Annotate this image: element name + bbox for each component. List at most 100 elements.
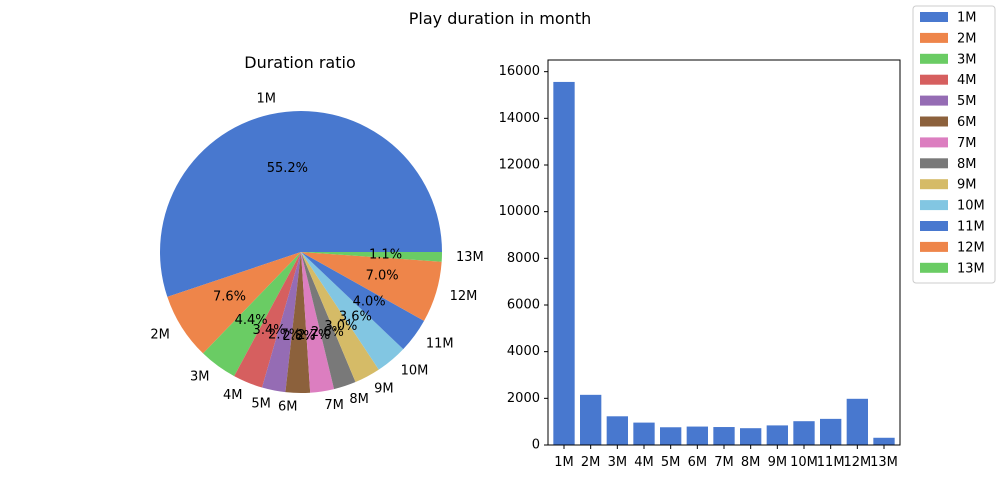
pie-percent-label: 55.2%	[267, 161, 308, 176]
y-tick-label: 8000	[507, 251, 540, 266]
legend-swatch	[920, 32, 948, 43]
pie-category-label: 3M	[190, 370, 210, 385]
x-tick-label: 10M	[790, 455, 818, 470]
pie-slice-4M	[234, 252, 301, 388]
bar-7M	[713, 427, 735, 445]
pie-category-label: 9M	[374, 381, 394, 396]
legend-label: 10M	[957, 199, 985, 214]
y-tick-label: 4000	[507, 344, 540, 359]
bar-12M	[846, 398, 868, 445]
y-tick-label: 2000	[507, 391, 540, 406]
pie-labels: 1M 55.2% 2M 7.6% 3M 4.4% 4M 3.4% 5M 2.7% 6M 2.8% 7M 2…	[150, 91, 483, 414]
bar-13M	[873, 437, 895, 445]
pie-slices	[159, 110, 443, 393]
pie-slice-1M	[159, 110, 443, 297]
pie-chart: Duration ratio 1M 55.2% 2M 7.6% 3M 4.4% 4M 3.4%…	[150, 53, 483, 415]
bar-8M	[740, 428, 762, 445]
legend-label: 5M	[957, 94, 977, 109]
x-tick-label: 2M	[581, 455, 601, 470]
x-tick-label: 4M	[634, 455, 654, 470]
bar-4M	[633, 422, 655, 445]
legend-label: 3M	[957, 52, 977, 67]
pie-slice-8M	[301, 252, 356, 390]
y-tick-label: 10000	[499, 204, 540, 219]
pie-category-label: 8M	[349, 392, 369, 407]
x-tick-label: 1M	[554, 455, 574, 470]
bar-y-axis: 0 2000 4000 6000 8000 10000 12000 14000 16000	[499, 64, 548, 453]
legend-label: 6M	[957, 115, 977, 130]
pie-category-label: 11M	[426, 336, 454, 351]
bar-chart: 0 2000 4000 6000 8000 10000 12000 14000 16000 1M…	[499, 59, 901, 470]
pie-slice-12M	[301, 252, 442, 321]
legend-swatch	[920, 241, 948, 252]
pie-slice-6M	[285, 252, 311, 393]
pie-category-label: 12M	[450, 289, 478, 304]
pie-percent-label: 4.0%	[353, 295, 386, 310]
pie-category-label: 10M	[401, 363, 429, 378]
y-tick-label: 12000	[499, 158, 540, 173]
x-tick-label: 5M	[661, 455, 681, 470]
pie-category-label: 5M	[251, 397, 271, 412]
pie-percent-label: 2.7%	[268, 327, 301, 342]
x-tick-label: 12M	[843, 455, 871, 470]
pie-slice-2M	[167, 252, 301, 354]
pie-percent-label: 7.0%	[366, 269, 399, 284]
legend-label: 8M	[957, 157, 977, 172]
x-tick-label: 13M	[870, 455, 898, 470]
bar-1M	[553, 81, 575, 445]
x-tick-label: 9M	[768, 455, 788, 470]
legend-items: 1M 2M 3M 4M 5M 6M 7M 8M 9M 10M 11M 12M 13M	[920, 11, 985, 276]
pie-slice-3M	[203, 252, 301, 377]
pie-slice-9M	[301, 252, 379, 383]
pie-percent-label: 7.6%	[213, 290, 246, 305]
pie-category-label: 7M	[324, 398, 344, 413]
bar-series	[553, 81, 895, 445]
pie-percent-label: 1.1%	[369, 247, 402, 262]
legend-label: 1M	[957, 11, 977, 26]
x-tick-label: 8M	[741, 455, 761, 470]
pie-category-label: 2M	[150, 327, 170, 342]
bar-2M	[580, 394, 602, 445]
pie-category-label: 1M	[256, 91, 276, 106]
legend: 1M 2M 3M 4M 5M 6M 7M 8M 9M 10M 11M 12M 13M	[912, 5, 996, 284]
figure-title: Play duration in month	[409, 9, 591, 28]
legend-swatch	[920, 179, 948, 190]
legend-label: 9M	[957, 178, 977, 193]
legend-swatch	[920, 116, 948, 127]
x-tick-label: 11M	[817, 455, 845, 470]
pie-percent-label: 2.7%	[297, 328, 330, 343]
pie-percent-label: 4.4%	[235, 313, 268, 328]
bar-plot-frame	[547, 59, 901, 446]
bar-9M	[766, 425, 788, 445]
pie-percent-label: 3.6%	[339, 309, 372, 324]
pie-chart-title: Duration ratio	[244, 53, 355, 72]
pie-slice-5M	[262, 252, 301, 393]
legend-swatch	[920, 95, 948, 106]
bar-5M	[660, 427, 682, 445]
x-tick-label: 7M	[714, 455, 734, 470]
bar-3M	[606, 416, 628, 445]
x-tick-label: 3M	[608, 455, 628, 470]
legend-swatch	[920, 221, 948, 231]
legend-label: 12M	[957, 240, 985, 255]
bar-11M	[820, 418, 842, 445]
pie-category-label: 4M	[223, 388, 243, 403]
legend-swatch	[920, 137, 948, 148]
legend-swatch	[920, 74, 948, 85]
pie-slice-10M	[301, 252, 404, 370]
legend-swatch	[920, 158, 948, 169]
legend-swatch	[920, 53, 948, 64]
pie-slice-13M	[301, 252, 442, 262]
pie-percent-label: 2.6%	[311, 325, 344, 340]
y-tick-label: 0	[532, 438, 540, 453]
legend-label: 13M	[957, 261, 985, 276]
pie-percent-label: 3.4%	[253, 323, 286, 338]
x-tick-label: 6M	[688, 455, 708, 470]
legend-label: 11M	[957, 220, 985, 235]
pie-category-label: 6M	[278, 400, 298, 415]
bar-10M	[793, 421, 815, 445]
pie-slice-7M	[301, 252, 335, 393]
